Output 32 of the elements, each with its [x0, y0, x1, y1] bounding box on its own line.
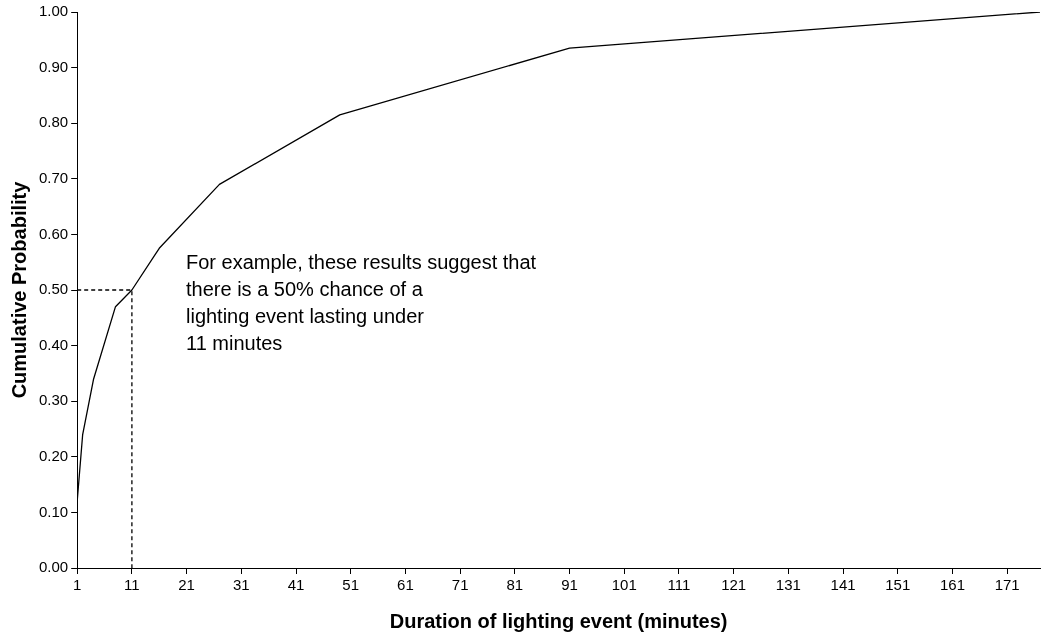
x-tick-label: 21 — [178, 576, 195, 594]
y-axis-title: Cumulative Probability — [7, 180, 30, 399]
x-tick-label: 91 — [561, 576, 578, 594]
x-tick-label: 11 — [124, 576, 140, 594]
annotation: For example, these results suggest that there is a 50% chance of a lighting event lasting under 11 minutes — [185, 251, 537, 355]
x-tick-label: 161 — [939, 576, 965, 594]
y-tick-label: 0.10 — [38, 502, 69, 520]
x-tick-label: 51 — [342, 576, 360, 594]
x-axis-title: Duration of lighting event (minutes) — [389, 609, 728, 632]
x-tick-label: 131 — [775, 576, 801, 594]
x-tick-label: 61 — [397, 576, 414, 594]
x-tick-label: 111 — [667, 576, 691, 594]
x-tick-label: 101 — [611, 576, 637, 594]
y-tick-label: 0.70 — [38, 168, 69, 186]
y-tick-label: 0.90 — [38, 57, 69, 75]
x-tick-label: 81 — [506, 576, 524, 594]
y-tick-label: 0.60 — [38, 224, 69, 242]
x-tick-label: 1 — [73, 576, 82, 594]
x-tick-label: 41 — [287, 576, 305, 594]
x-tick-label: 31 — [232, 576, 250, 594]
y-tick-label: 0.40 — [38, 335, 69, 353]
y-tick-label: 0.00 — [38, 558, 69, 576]
y-tick-label: 0.80 — [38, 113, 69, 131]
x-tick-label: 151 — [885, 576, 911, 594]
y-tick-label: 0.30 — [38, 391, 69, 409]
y-tick-label: 0.50 — [38, 280, 69, 298]
y-tick-label: 1.00 — [38, 2, 69, 20]
x-tick-label: 71 — [451, 576, 469, 594]
x-tick-label: 171 — [994, 576, 1020, 594]
x-tick-label: 121 — [721, 576, 747, 594]
x-tick-label: 141 — [830, 576, 856, 594]
y-tick-label: 0.20 — [38, 446, 69, 464]
